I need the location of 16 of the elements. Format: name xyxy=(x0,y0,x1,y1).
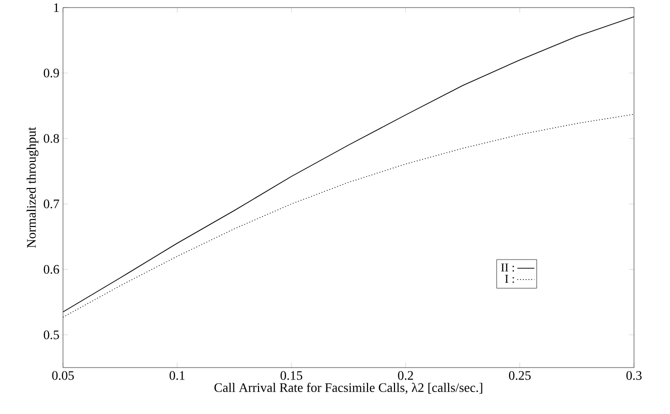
x-tick-label: 0.3 xyxy=(626,371,642,380)
y-tick-label: 0.7 xyxy=(44,200,60,209)
x-tick-label: 0.25 xyxy=(508,371,531,380)
y-tick-label: 1 xyxy=(54,4,59,12)
x-tick-label: 0.05 xyxy=(52,371,74,380)
x-tick-label: 0.2 xyxy=(398,371,413,380)
legend-label: I : xyxy=(505,275,514,284)
x-tick-label: 0.15 xyxy=(280,371,302,380)
y-tick-label: 0.5 xyxy=(44,330,59,340)
x-axis-title: Call Arrival Rate for Facsimile Calls, λ2 [calls/sec.] xyxy=(214,382,482,394)
y-axis-title: Normalized throughput xyxy=(26,127,38,248)
x-tick-label: 0.1 xyxy=(170,371,185,380)
y-tick-label: 0.9 xyxy=(44,68,59,78)
y-tick-label: 0.6 xyxy=(44,265,60,274)
legend-label: II : xyxy=(501,264,514,272)
y-tick-label: 0.8 xyxy=(44,134,59,144)
